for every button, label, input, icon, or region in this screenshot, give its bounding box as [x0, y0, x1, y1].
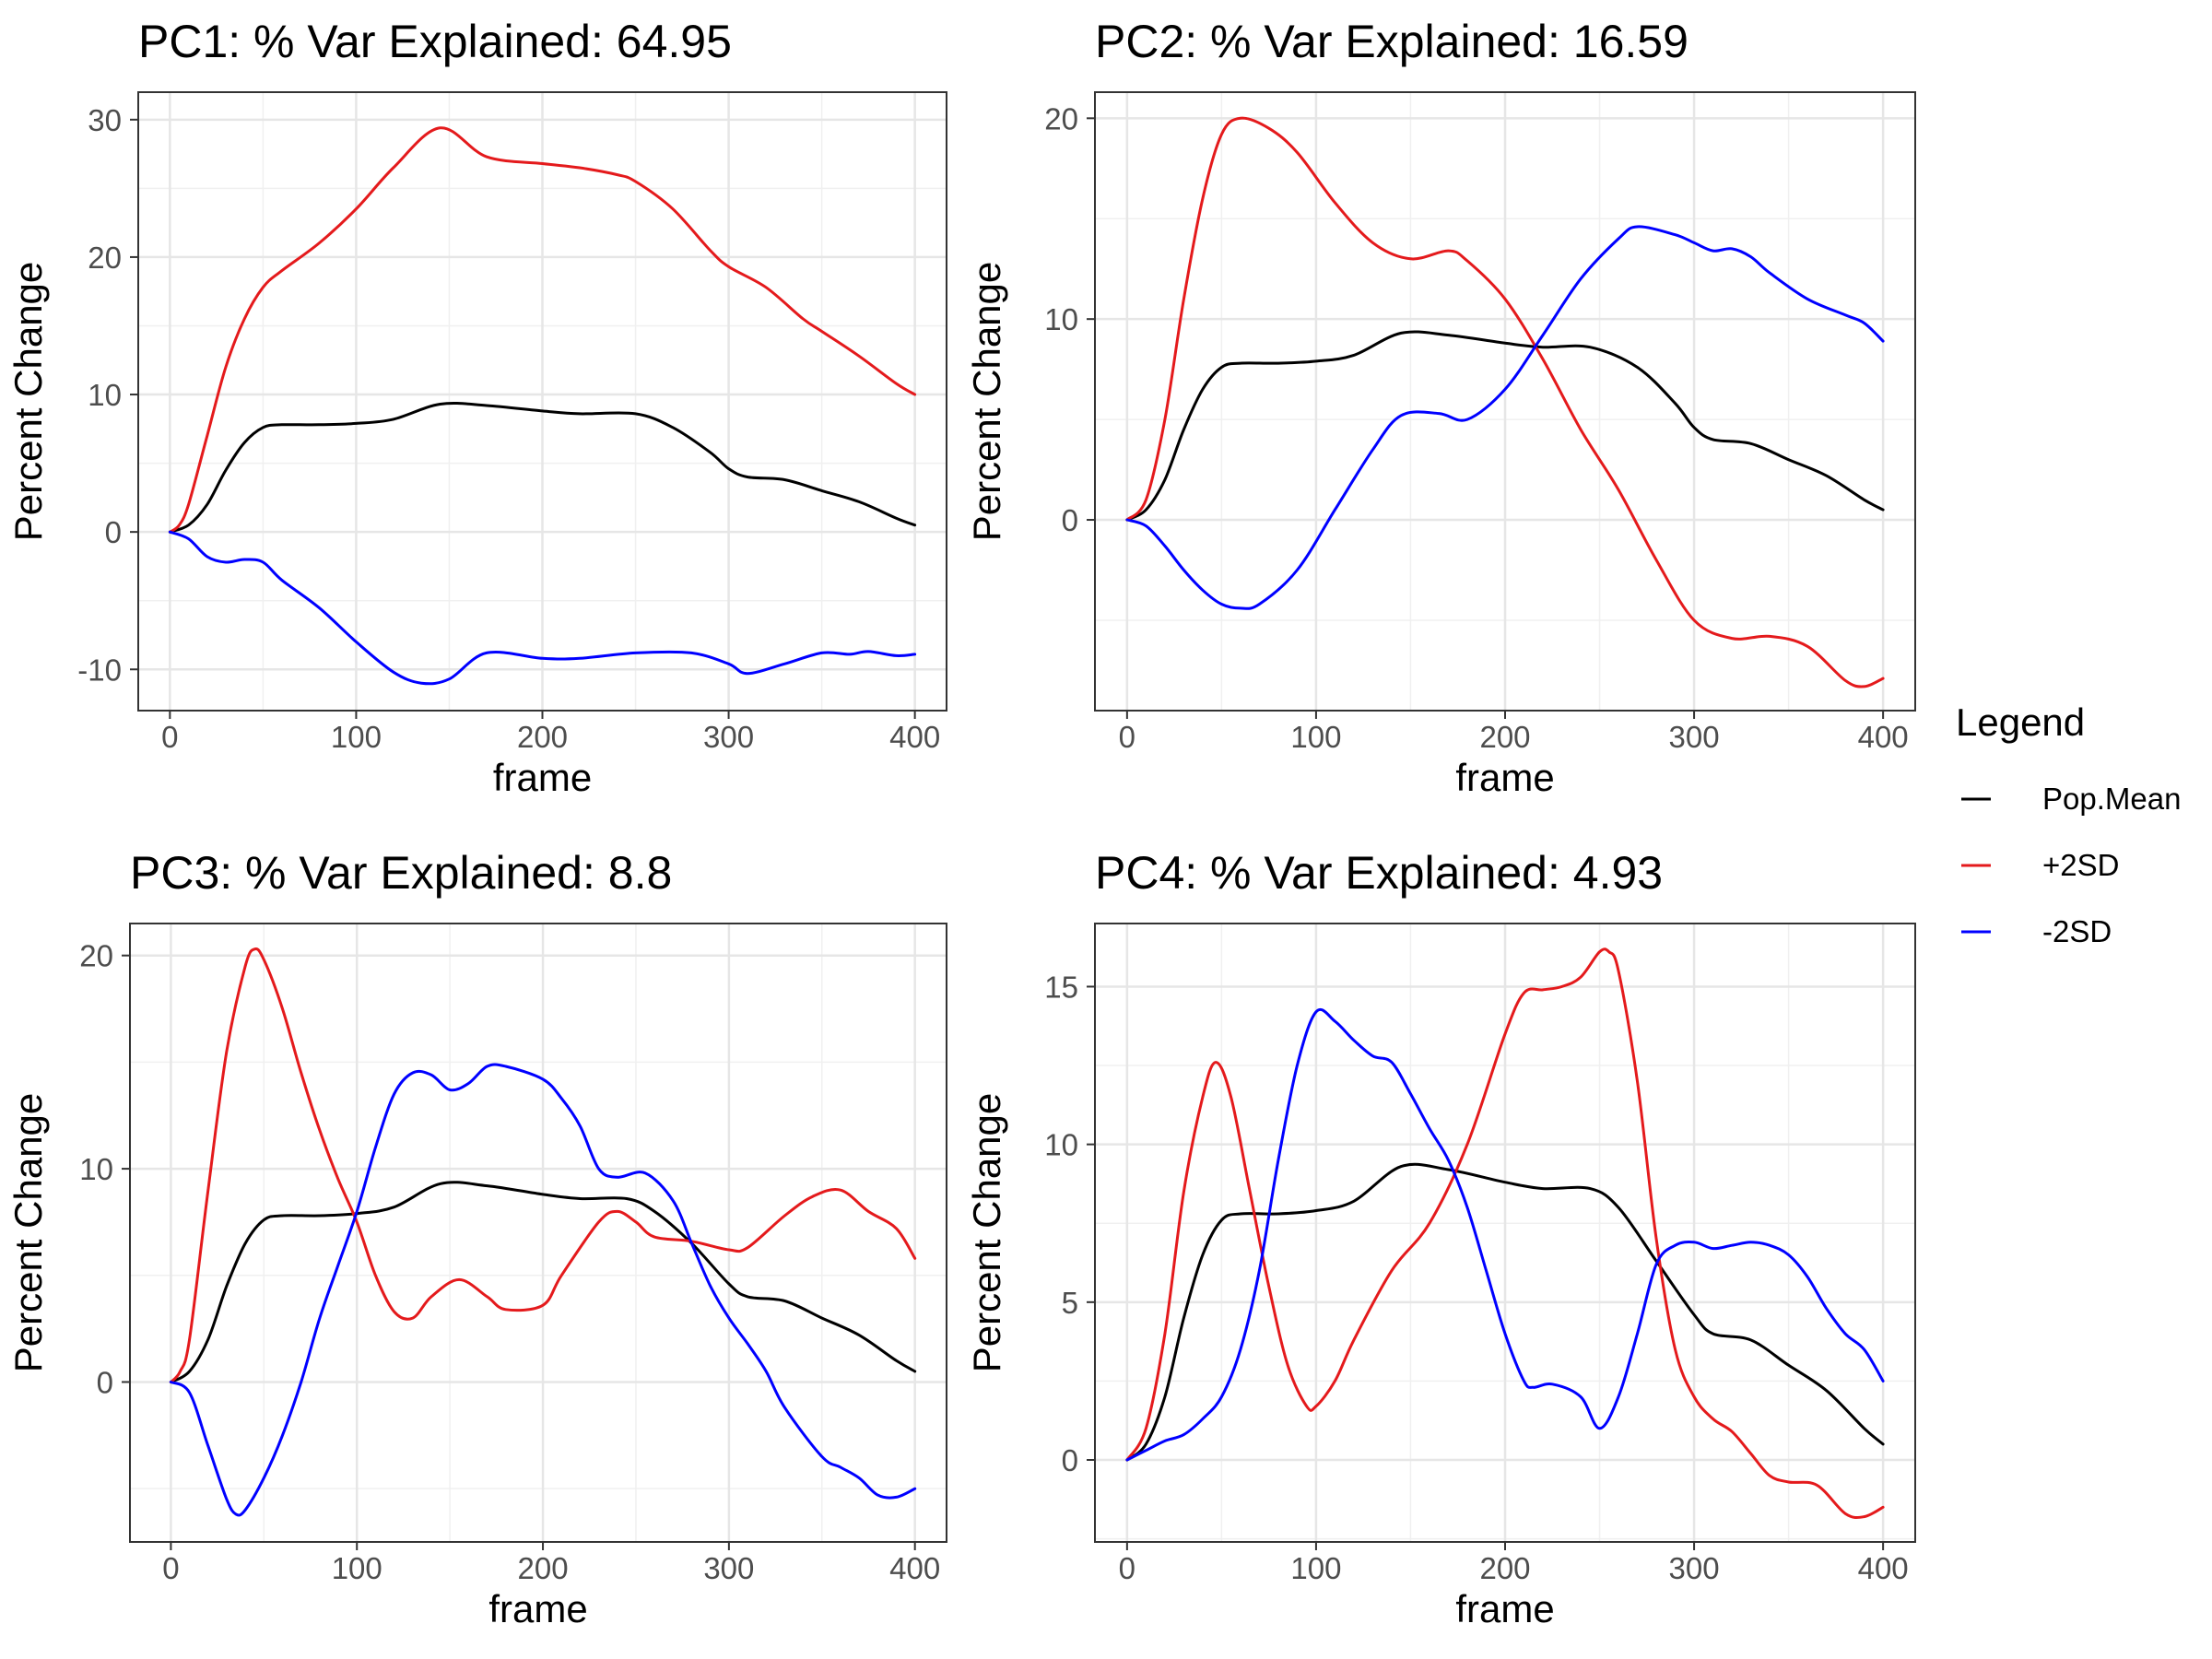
y-tick-label: 10 [88, 378, 122, 412]
y-tick-label: 10 [1044, 1128, 1078, 1162]
x-tick-label: 200 [1479, 720, 1530, 754]
x-tick-label: 300 [1669, 720, 1720, 754]
series-line-pop-mean [169, 1181, 917, 1383]
y-axis-label: Percent Change [965, 1093, 1008, 1373]
legend-item: +2SD [1961, 848, 2119, 882]
series-line-2sd [169, 1063, 917, 1517]
legend-title: Legend [1956, 700, 2085, 744]
legend-label: +2SD [2042, 848, 2119, 882]
chart-title: PC1: % Var Explained: 64.95 [138, 16, 732, 67]
x-tick-label: 400 [889, 720, 940, 754]
x-tick-label: 100 [331, 720, 382, 754]
y-tick-label: 0 [1062, 503, 1078, 537]
x-tick-label: 300 [703, 720, 754, 754]
chart-panel-pc2: 0 100 200 300 400 0 10 20 PC2: % Var Explained: … [965, 16, 1916, 799]
x-tick-label: 300 [703, 1551, 754, 1585]
y-axis-label: Percent Change [6, 1093, 50, 1373]
chart-title: PC4: % Var Explained: 4.93 [1095, 847, 1663, 899]
x-axis-label: frame [493, 756, 592, 799]
plot-background [130, 924, 947, 1542]
x-tick-label: 0 [161, 720, 178, 754]
y-tick-label: 20 [79, 939, 113, 973]
chart-panel-pc1: 0 100 200 300 400 -10 0 10 20 30 PC1: % Var Explai… [6, 16, 947, 799]
y-tick-label: 0 [97, 1365, 113, 1399]
series-line-2sd [1125, 116, 1885, 688]
x-axis-label: frame [488, 1587, 587, 1630]
y-tick-label: 5 [1062, 1286, 1078, 1320]
series-line-pop-mean [1125, 330, 1885, 522]
legend-item: Pop.Mean [1961, 782, 2181, 816]
x-tick-label: 400 [1858, 1551, 1909, 1585]
y-tick-label: 0 [1062, 1443, 1078, 1477]
legend: Legend Pop.Mean +2SD -2SD [1956, 700, 2181, 948]
x-tick-label: 0 [162, 1551, 179, 1585]
x-tick-label: 0 [1119, 1551, 1135, 1585]
x-tick-label: 200 [517, 720, 568, 754]
legend-label: Pop.Mean [2042, 782, 2181, 816]
legend-item: -2SD [1961, 914, 2112, 948]
y-tick-label: 30 [88, 103, 122, 137]
x-tick-label: 100 [1290, 720, 1341, 754]
legend-label: -2SD [2042, 914, 2112, 948]
y-axis-label: Percent Change [965, 262, 1008, 542]
x-tick-label: 200 [1479, 1551, 1530, 1585]
x-tick-label: 400 [889, 1551, 940, 1585]
y-tick-label: 10 [79, 1152, 113, 1186]
x-tick-label: 200 [518, 1551, 569, 1585]
chart-panel-pc4: 0 100 200 300 400 0 5 10 15 PC4: % Var Explained:… [965, 847, 1916, 1630]
chart-title: PC3: % Var Explained: 8.8 [130, 847, 672, 899]
y-tick-label: 20 [88, 241, 122, 275]
y-tick-label: 0 [105, 515, 122, 549]
series-line-2sd [168, 530, 917, 686]
x-axis-label: frame [1455, 756, 1554, 799]
x-tick-label: 100 [332, 1551, 382, 1585]
series-line-pop-mean [1125, 1162, 1885, 1462]
y-tick-label: 15 [1044, 970, 1078, 1004]
x-tick-label: 400 [1858, 720, 1909, 754]
y-tick-label: 20 [1044, 101, 1078, 135]
x-tick-label: 0 [1119, 720, 1135, 754]
chart-panel-pc3: 0 100 200 300 400 0 10 20 PC3: % Var Explained: … [6, 847, 947, 1630]
series-line-2sd [1125, 947, 1885, 1520]
series-line-2sd [1125, 1007, 1885, 1462]
y-tick-label: 10 [1044, 302, 1078, 336]
series-line-2sd [169, 947, 917, 1383]
x-tick-label: 100 [1290, 1551, 1341, 1585]
series-line-pop-mean [168, 401, 917, 534]
series-line-2sd [168, 126, 917, 534]
x-tick-label: 300 [1669, 1551, 1720, 1585]
x-axis-label: frame [1455, 1587, 1554, 1630]
y-tick-label: -10 [77, 653, 122, 687]
series-line-2sd [1125, 225, 1885, 610]
plot-border [129, 923, 947, 1543]
chart-title: PC2: % Var Explained: 16.59 [1095, 16, 1688, 67]
y-axis-label: Percent Change [6, 262, 50, 542]
